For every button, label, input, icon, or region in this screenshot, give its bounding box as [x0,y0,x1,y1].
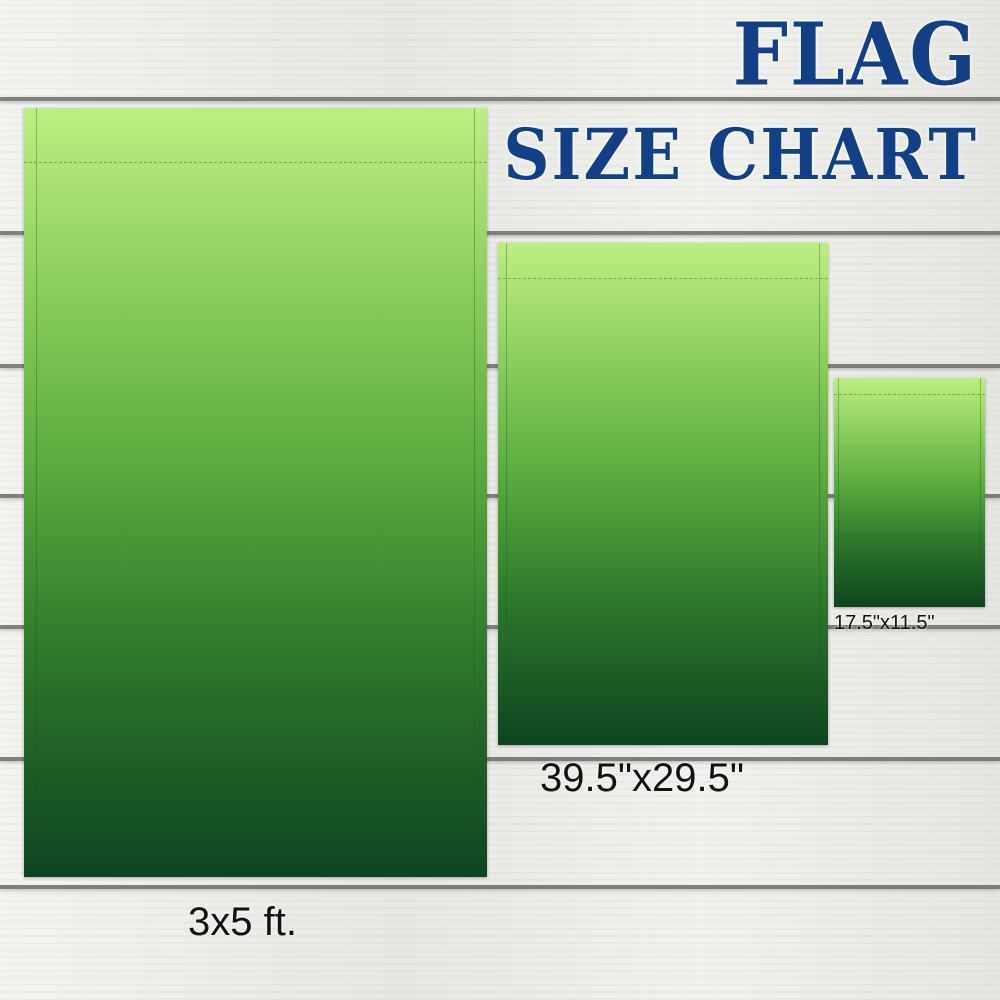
size-label-large: 3x5 ft. [188,900,297,944]
flag-medium [498,243,828,745]
plank-seam [0,757,1000,761]
flag-small [834,378,985,607]
size-label-small: 17.5"x11.5" [834,612,935,634]
title-line-1: FLAG [732,5,978,106]
size-label-medium: 39.5"x29.5" [540,756,745,800]
plank-seam [0,231,1000,235]
title-line-2: SIZE CHART [503,114,978,197]
flag-large [24,108,487,877]
plank-seam [0,885,1000,889]
plank-seam [0,97,1000,101]
